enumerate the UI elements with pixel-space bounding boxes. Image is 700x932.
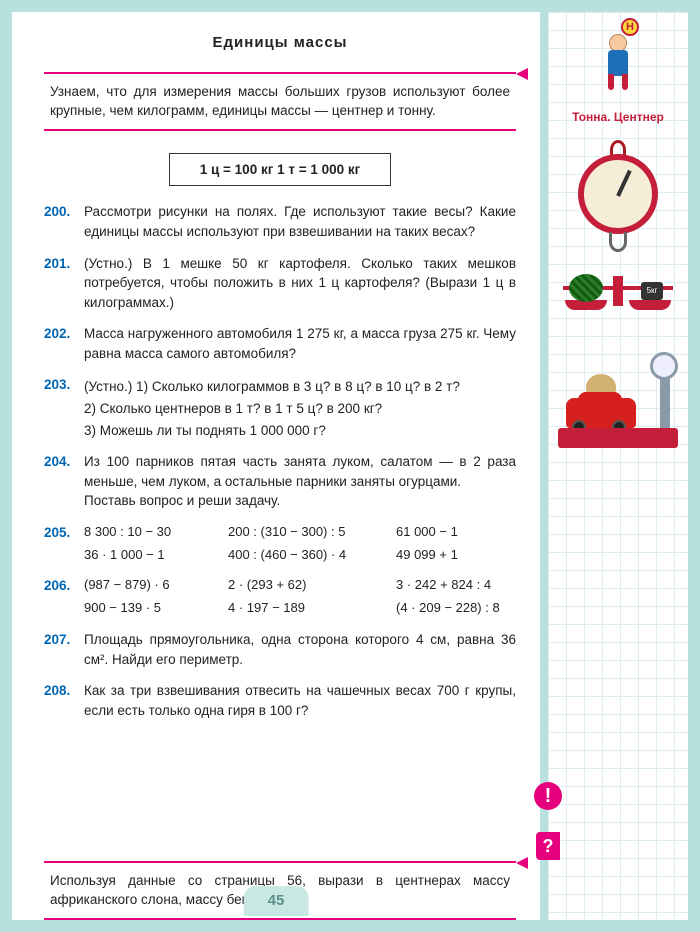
question-icon: ? (536, 832, 560, 860)
task-text: (Устно.) В 1 мешке 50 кг картофеля. Скол… (84, 254, 516, 313)
task-body: Из 100 парников пятая часть занята луком… (84, 452, 516, 511)
task-203: 203. (Устно.) 1) Сколько килограммов в 3… (44, 375, 516, 440)
sidebar-label: Тонна. Центнер (572, 110, 664, 126)
task-number: 208. (44, 681, 74, 720)
balance-scale-icon: 5кг (563, 264, 673, 334)
task-line: (Устно.) 1) Сколько килограммов в 3 ц? в… (84, 377, 516, 397)
task-grid: (987 − 879) · 6 2 · (293 + 62) 3 · 242 +… (84, 576, 516, 618)
sign-icon: Н (621, 18, 639, 36)
task-204: 204. Из 100 парников пятая часть занята … (44, 452, 516, 511)
arrow-icon (516, 68, 528, 80)
expr: 61 000 − 1 (396, 523, 516, 542)
expr: (4 · 209 − 228) : 8 (396, 599, 516, 618)
expr: 3 · 242 + 824 : 4 (396, 576, 516, 595)
task-200: 200. Рассмотри рисунки на полях. Где исп… (44, 202, 516, 241)
expr: 8 300 : 10 − 30 (84, 523, 216, 542)
task-number: 205. (44, 523, 74, 565)
task-body: (Устно.) 1) Сколько килограммов в 3 ц? в… (84, 375, 516, 440)
page-title: Единицы массы (44, 32, 516, 54)
expr: 400 : (460 − 360) · 4 (228, 546, 384, 565)
task-text: Масса нагруженного автомобиля 1 275 кг, … (84, 324, 516, 363)
task-201: 201. (Устно.) В 1 мешке 50 кг картофеля.… (44, 254, 516, 313)
expr: 49 099 + 1 (396, 546, 516, 565)
task-line: 2) Сколько центнеров в 1 т? в 1 т 5 ц? в… (84, 399, 516, 419)
spring-scale-icon (573, 140, 663, 250)
task-text: Из 100 парников пятая часть занята луком… (84, 452, 516, 491)
expr: (987 − 879) · 6 (84, 576, 216, 595)
expr: 36 · 1 000 − 1 (84, 546, 216, 565)
task-number: 203. (44, 375, 74, 440)
task-number: 207. (44, 630, 74, 669)
exclamation-icon: ! (534, 782, 562, 810)
expr: 2 · (293 + 62) (228, 576, 384, 595)
task-number: 206. (44, 576, 74, 618)
task-text: Рассмотри рисунки на полях. Где использу… (84, 202, 516, 241)
task-line: 3) Можешь ли ты поднять 1 000 000 г? (84, 421, 516, 441)
task-text: Поставь вопрос и реши задачу. (84, 491, 516, 511)
boy-icon: Н (593, 22, 643, 92)
expr: 200 : (310 − 300) : 5 (228, 523, 384, 542)
task-207: 207. Площадь прямоугольника, одна сторон… (44, 630, 516, 669)
task-grid: 8 300 : 10 − 30 200 : (310 − 300) : 5 61… (84, 523, 516, 565)
task-206: 206. (987 − 879) · 6 2 · (293 + 62) 3 · … (44, 576, 516, 618)
intro-box: Узнаем, что для измерения массы больших … (44, 72, 516, 131)
task-text: Площадь прямоугольника, одна сторона кот… (84, 630, 516, 669)
sidebar: Н Тонна. Центнер 5кг ! ? (548, 12, 688, 920)
task-number: 200. (44, 202, 74, 241)
page: Единицы массы Узнаем, что для измерения … (0, 0, 700, 932)
main-content: Единицы массы Узнаем, что для измерения … (12, 12, 540, 920)
expr: 900 − 139 · 5 (84, 599, 216, 618)
weight-label: 5кг (641, 282, 663, 300)
formula-wrap: 1 ц = 100 кг 1 т = 1 000 кг (44, 143, 516, 191)
vehicle-scale-icon (558, 348, 678, 448)
task-202: 202. Масса нагруженного автомобиля 1 275… (44, 324, 516, 363)
task-208: 208. Как за три взвешивания отвесить на … (44, 681, 516, 720)
task-205: 205. 8 300 : 10 − 30 200 : (310 − 300) :… (44, 523, 516, 565)
page-number: 45 (244, 886, 309, 916)
intro-text: Узнаем, что для измерения массы больших … (50, 84, 510, 119)
arrow-icon (516, 857, 528, 869)
formula-box: 1 ц = 100 кг 1 т = 1 000 кг (169, 153, 392, 187)
task-text: Как за три взвешивания отвесить на чашеч… (84, 681, 516, 720)
expr: 4 · 197 − 189 (228, 599, 384, 618)
task-number: 201. (44, 254, 74, 313)
task-number: 204. (44, 452, 74, 511)
task-number: 202. (44, 324, 74, 363)
